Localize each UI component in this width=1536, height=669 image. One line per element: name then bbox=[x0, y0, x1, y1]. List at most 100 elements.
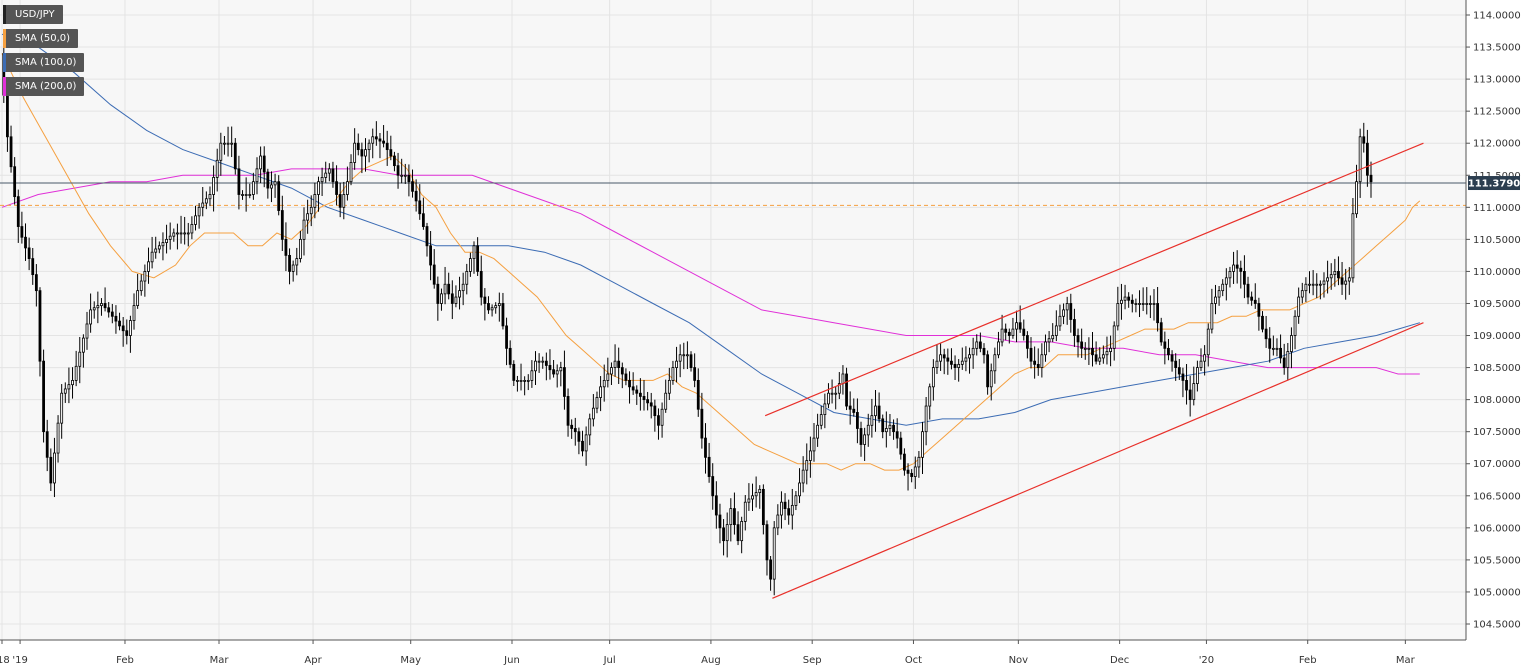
y-tick-label: 105.0000 bbox=[1473, 587, 1521, 598]
y-tick-label: 105.5000 bbox=[1473, 555, 1521, 566]
candle-body bbox=[364, 149, 367, 157]
candle-body bbox=[67, 384, 71, 390]
candle-body bbox=[186, 232, 190, 235]
candle-body bbox=[888, 424, 892, 429]
legend-item-sma100[interactable]: SMA (100,0) bbox=[3, 53, 85, 72]
candle-body bbox=[743, 501, 747, 522]
candle-body bbox=[223, 142, 226, 145]
candle-body bbox=[1040, 354, 1044, 368]
candle-body bbox=[342, 194, 346, 208]
candle-body bbox=[1076, 335, 1080, 343]
candle-body bbox=[483, 296, 487, 304]
candle-body bbox=[161, 242, 165, 247]
candle-body bbox=[114, 315, 118, 322]
candle-body bbox=[92, 307, 96, 311]
candle-body bbox=[60, 392, 64, 424]
candle-body bbox=[1145, 303, 1149, 305]
candle-body bbox=[537, 360, 541, 363]
candle-body bbox=[1156, 303, 1159, 324]
legend-item-sma50[interactable]: SMA (50,0) bbox=[3, 29, 79, 48]
candle-body bbox=[71, 379, 74, 386]
candle-body bbox=[266, 171, 270, 189]
legend-label: SMA (200,0) bbox=[15, 81, 77, 92]
candle-body bbox=[982, 347, 986, 356]
candle-body bbox=[1308, 283, 1311, 286]
candle-body bbox=[913, 466, 917, 477]
candle-body bbox=[129, 320, 132, 336]
candle-body bbox=[823, 403, 827, 415]
candle-body bbox=[1203, 354, 1207, 362]
candle-body bbox=[280, 210, 284, 240]
x-tick-label: May bbox=[400, 655, 421, 666]
candle-body bbox=[284, 238, 288, 256]
candle-body bbox=[1130, 299, 1134, 304]
candle-body bbox=[848, 405, 852, 410]
candle-body bbox=[573, 428, 577, 433]
candle-body bbox=[215, 159, 219, 178]
candle-body bbox=[1123, 296, 1127, 301]
last-price-label: 111.3790 bbox=[1468, 179, 1521, 190]
candle-body bbox=[1004, 328, 1008, 333]
candle-body bbox=[657, 415, 660, 426]
candle-body bbox=[346, 181, 349, 195]
candle-body bbox=[570, 424, 574, 429]
candle-body bbox=[183, 232, 187, 235]
candle-body bbox=[233, 142, 237, 170]
candle-body bbox=[1293, 315, 1297, 336]
candle-body bbox=[306, 213, 310, 221]
candle-body bbox=[251, 181, 255, 195]
y-tick-label: 111.0000 bbox=[1473, 203, 1521, 214]
candle-body bbox=[299, 238, 302, 260]
candle-body bbox=[834, 392, 838, 395]
candle-body bbox=[248, 194, 252, 196]
legend-item-usdjpy[interactable]: USD/JPY bbox=[3, 5, 63, 24]
y-tick-label: 108.5000 bbox=[1473, 363, 1521, 374]
candle-body bbox=[1000, 328, 1004, 343]
candle-body bbox=[841, 373, 845, 385]
candle-body bbox=[874, 405, 877, 417]
candle-body bbox=[523, 379, 527, 382]
candle-body bbox=[1268, 338, 1272, 349]
candle-body bbox=[432, 264, 436, 285]
channel-layer bbox=[764, 142, 1424, 599]
candle-body bbox=[414, 190, 418, 202]
x-tick-label: Sep bbox=[803, 655, 822, 666]
candle-body bbox=[602, 379, 606, 388]
candle-body bbox=[696, 379, 700, 410]
candle-body bbox=[1214, 296, 1217, 304]
candle-body bbox=[16, 196, 20, 227]
candle-body bbox=[635, 389, 639, 394]
sma50-layer bbox=[1, 53, 1421, 471]
candle-body bbox=[157, 245, 161, 250]
candle-body bbox=[1217, 290, 1221, 298]
candle-body bbox=[1286, 351, 1290, 368]
candle-body bbox=[1083, 347, 1087, 350]
candle-body bbox=[1264, 328, 1268, 340]
y-tick-label: 106.5000 bbox=[1473, 491, 1521, 502]
candle-body bbox=[1275, 347, 1279, 350]
candle-body bbox=[664, 392, 668, 410]
candle-body bbox=[1315, 283, 1319, 286]
candle-body bbox=[794, 495, 798, 506]
candle-body bbox=[1257, 303, 1261, 317]
candle-body bbox=[121, 325, 125, 332]
candle-body bbox=[78, 351, 82, 367]
candle-body bbox=[1091, 347, 1094, 356]
candle-body bbox=[42, 360, 45, 433]
legend-item-sma200[interactable]: SMA (200,0) bbox=[3, 77, 85, 96]
candle-body bbox=[1362, 136, 1366, 144]
candle-body bbox=[244, 194, 248, 196]
candle-body bbox=[331, 168, 335, 183]
candle-body bbox=[454, 296, 458, 304]
candle-body bbox=[780, 501, 783, 516]
candle-body bbox=[1101, 354, 1105, 359]
candle-body bbox=[711, 476, 715, 497]
candle-body bbox=[964, 357, 968, 362]
candle-body bbox=[309, 206, 313, 215]
legend-label: SMA (100,0) bbox=[15, 57, 77, 68]
candle-body bbox=[559, 367, 563, 372]
candle-body bbox=[150, 251, 154, 263]
candle-body bbox=[107, 307, 111, 313]
candle-body bbox=[722, 527, 725, 542]
candle-body bbox=[440, 293, 443, 304]
